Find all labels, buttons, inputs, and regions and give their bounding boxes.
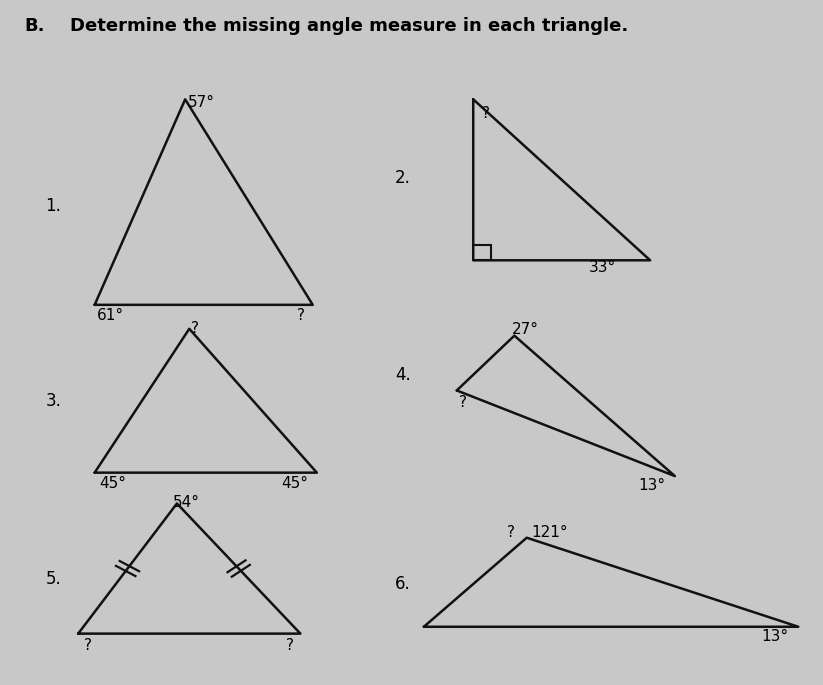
Text: 54°: 54° (173, 495, 200, 510)
Text: Determine the missing angle measure in each triangle.: Determine the missing angle measure in e… (70, 17, 628, 35)
Text: 121°: 121° (531, 525, 568, 540)
Text: 57°: 57° (188, 95, 215, 110)
Text: 45°: 45° (99, 476, 126, 491)
Text: ?: ? (286, 638, 294, 653)
Text: 3.: 3. (45, 392, 61, 410)
Text: 45°: 45° (281, 476, 309, 491)
Text: ?: ? (481, 106, 490, 121)
Text: 61°: 61° (97, 308, 124, 323)
Text: ?: ? (296, 308, 305, 323)
Text: 13°: 13° (761, 629, 788, 644)
Text: 2.: 2. (395, 169, 411, 187)
Text: 6.: 6. (395, 575, 411, 593)
Text: 1.: 1. (45, 197, 61, 214)
Text: B.: B. (25, 17, 45, 35)
Text: 27°: 27° (512, 322, 539, 337)
Text: ?: ? (84, 638, 92, 653)
Text: ?: ? (191, 321, 199, 336)
Text: 13°: 13° (638, 478, 665, 493)
Text: ?: ? (507, 525, 515, 540)
Text: 33°: 33° (588, 260, 616, 275)
Text: 4.: 4. (395, 366, 411, 384)
Text: ?: ? (459, 395, 467, 410)
Text: 5.: 5. (45, 570, 61, 588)
